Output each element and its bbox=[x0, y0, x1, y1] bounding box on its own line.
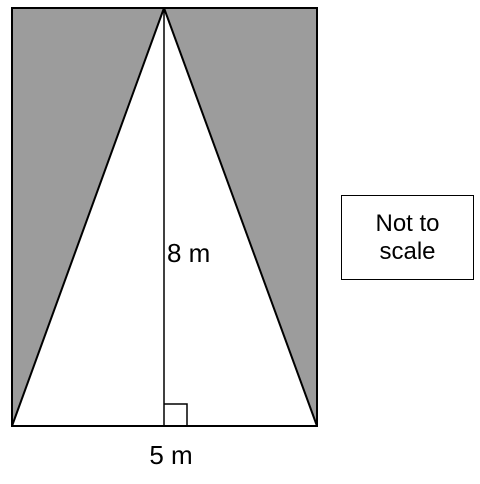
note-line-2: scale bbox=[379, 237, 436, 265]
note-line-1: Not to bbox=[375, 209, 440, 237]
triangle-left-side bbox=[11, 7, 165, 427]
right-angle-marker bbox=[164, 403, 188, 426]
not-to-scale-note: Not to scale bbox=[341, 195, 474, 280]
triangle-right-side bbox=[163, 7, 318, 427]
height-label: 8 m bbox=[167, 238, 210, 268]
base-label: 5 m bbox=[149, 440, 192, 470]
